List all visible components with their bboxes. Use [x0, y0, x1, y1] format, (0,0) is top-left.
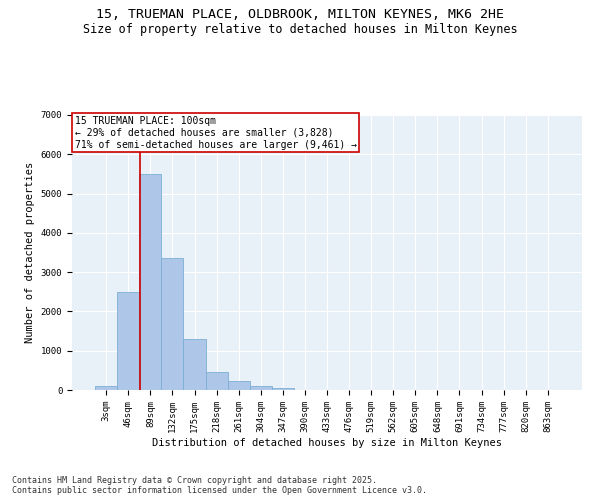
Y-axis label: Number of detached properties: Number of detached properties: [25, 162, 35, 343]
Bar: [250, 386, 272, 390]
X-axis label: Distribution of detached houses by size in Milton Keynes: Distribution of detached houses by size …: [152, 438, 502, 448]
Bar: [206, 372, 227, 390]
Bar: [227, 382, 250, 390]
Bar: [272, 388, 294, 390]
Text: Size of property relative to detached houses in Milton Keynes: Size of property relative to detached ho…: [83, 22, 517, 36]
Bar: [161, 258, 184, 390]
Bar: [117, 292, 139, 390]
Bar: [95, 386, 117, 390]
Text: 15, TRUEMAN PLACE, OLDBROOK, MILTON KEYNES, MK6 2HE: 15, TRUEMAN PLACE, OLDBROOK, MILTON KEYN…: [96, 8, 504, 20]
Bar: [139, 174, 161, 390]
Text: Contains HM Land Registry data © Crown copyright and database right 2025.
Contai: Contains HM Land Registry data © Crown c…: [12, 476, 427, 495]
Text: 15 TRUEMAN PLACE: 100sqm
← 29% of detached houses are smaller (3,828)
71% of sem: 15 TRUEMAN PLACE: 100sqm ← 29% of detach…: [74, 116, 356, 150]
Bar: [184, 339, 206, 390]
